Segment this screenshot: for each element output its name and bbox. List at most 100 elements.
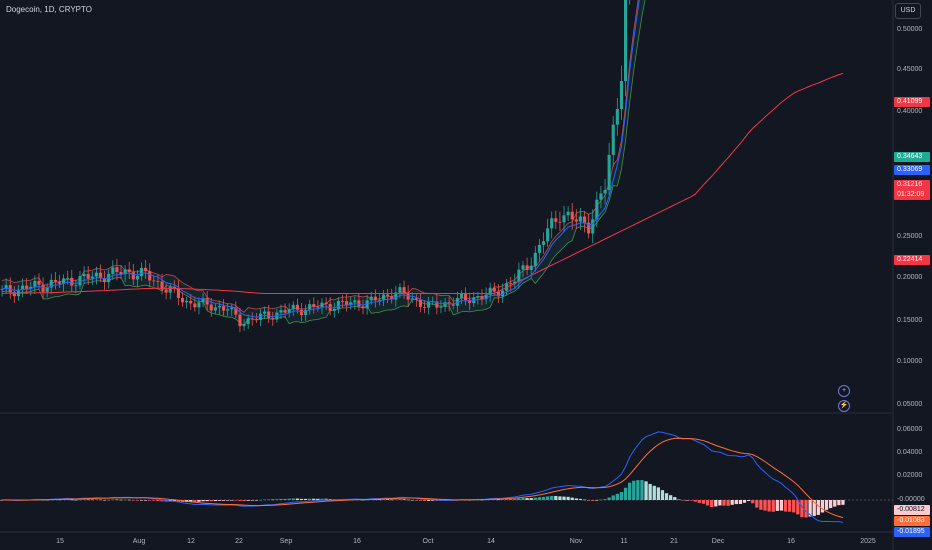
time-axis-label[interactable]: 15 bbox=[56, 538, 64, 545]
macd-histogram-bar bbox=[513, 498, 517, 500]
flash-icon[interactable]: ⚡ bbox=[838, 400, 850, 412]
macd-histogram-bar bbox=[123, 499, 127, 501]
macd-histogram-bar bbox=[230, 500, 234, 501]
price-axis-label[interactable]: 0.40000 bbox=[897, 108, 923, 115]
candle bbox=[578, 216, 582, 222]
macd-histogram-bar bbox=[677, 499, 681, 501]
time-axis-label[interactable]: Nov bbox=[569, 538, 583, 545]
candle bbox=[234, 307, 238, 315]
macd-histogram-bar bbox=[726, 500, 730, 506]
macd-histogram-bar bbox=[308, 498, 312, 500]
macd-histogram-bar bbox=[70, 499, 74, 501]
macd-axis-label[interactable]: 0.02000 bbox=[897, 472, 923, 479]
candle bbox=[94, 272, 98, 277]
time-axis-label[interactable]: 16 bbox=[353, 538, 361, 545]
candle bbox=[271, 317, 275, 320]
macd-histogram-bar bbox=[517, 498, 521, 500]
candle bbox=[562, 215, 566, 223]
candle bbox=[574, 219, 578, 222]
candle bbox=[599, 193, 603, 200]
macd-histogram-bar bbox=[558, 496, 562, 500]
candle bbox=[361, 306, 365, 309]
candle bbox=[615, 109, 619, 125]
macd-histogram-bar bbox=[267, 499, 271, 501]
macd-histogram-bar bbox=[119, 499, 123, 501]
macd-histogram-bar bbox=[86, 499, 90, 501]
candle bbox=[533, 252, 537, 266]
candle bbox=[205, 298, 209, 305]
time-axis-label[interactable]: 2025 bbox=[860, 538, 876, 545]
macd-histogram-bar bbox=[796, 500, 800, 515]
candle bbox=[201, 298, 205, 303]
price-axis-label[interactable]: 0.05000 bbox=[897, 401, 923, 408]
candle bbox=[595, 199, 599, 220]
macd-histogram-bar bbox=[258, 499, 263, 501]
candle bbox=[550, 218, 554, 229]
time-axis-label[interactable]: Aug bbox=[132, 538, 146, 545]
time-axis-label[interactable]: Sep bbox=[279, 538, 293, 545]
candle bbox=[267, 311, 271, 318]
macd-histogram-bar bbox=[271, 499, 275, 501]
macd-histogram-bar bbox=[669, 495, 673, 500]
candle bbox=[439, 306, 443, 308]
time-axis-label[interactable]: Dec bbox=[711, 538, 725, 545]
candle bbox=[246, 318, 250, 325]
candle bbox=[345, 301, 349, 306]
time-axis-label[interactable]: 11 bbox=[620, 538, 628, 545]
time-axis-label[interactable]: 16 bbox=[787, 538, 795, 545]
time-axis-label[interactable]: 22 bbox=[235, 538, 243, 545]
candle bbox=[299, 309, 304, 315]
price-axis-label[interactable]: 0.15000 bbox=[897, 317, 923, 324]
candle bbox=[418, 299, 423, 307]
time-axis-label[interactable]: 12 bbox=[187, 538, 195, 545]
price-axis-label[interactable]: 0.45000 bbox=[897, 66, 923, 73]
macd-histogram-bar bbox=[591, 500, 595, 501]
candle bbox=[500, 290, 505, 297]
currency-button[interactable]: USD bbox=[895, 3, 921, 19]
candle bbox=[221, 306, 226, 311]
time-axis-label[interactable]: 14 bbox=[487, 538, 495, 545]
macd-histogram-bar bbox=[570, 497, 574, 500]
macd-axis-label[interactable]: -0.00000 bbox=[897, 496, 925, 503]
macd-histogram-bar bbox=[545, 496, 550, 500]
macd-histogram-bar bbox=[254, 500, 259, 501]
macd-histogram-bar bbox=[648, 483, 652, 500]
time-axis-label[interactable]: Oct bbox=[422, 538, 434, 545]
signal-line bbox=[2, 437, 844, 519]
candle bbox=[62, 278, 66, 284]
time-axis-label[interactable]: 21 bbox=[670, 538, 678, 545]
candle bbox=[172, 286, 176, 288]
macd-histogram-bar bbox=[324, 498, 328, 500]
macd-histogram-bar bbox=[689, 500, 693, 501]
candle bbox=[492, 287, 496, 292]
candle bbox=[291, 304, 295, 310]
macd-histogram-bar bbox=[197, 500, 201, 502]
macd-histogram-bar bbox=[586, 500, 591, 501]
candle bbox=[238, 314, 242, 327]
candle bbox=[513, 281, 517, 284]
macd-histogram-bar bbox=[328, 499, 332, 500]
macd-histogram-bar bbox=[226, 500, 230, 501]
macd-histogram-bar bbox=[562, 496, 566, 500]
candle bbox=[250, 318, 254, 320]
candle bbox=[427, 301, 431, 308]
macd-histogram-bar bbox=[820, 500, 825, 513]
macd-axis-label[interactable]: 0.06000 bbox=[897, 426, 923, 433]
price-axis-label[interactable]: 0.25000 bbox=[897, 233, 923, 240]
price-axis-label[interactable]: 0.20000 bbox=[897, 274, 923, 281]
candle bbox=[312, 304, 316, 307]
candle bbox=[611, 124, 615, 155]
candle bbox=[127, 269, 131, 273]
candle bbox=[340, 301, 345, 302]
macd-axis-label[interactable]: 0.04000 bbox=[897, 449, 923, 456]
price-axis-label[interactable]: 0.10000 bbox=[897, 358, 923, 365]
price-axis-label[interactable]: 0.50000 bbox=[897, 26, 923, 33]
add-alert-icon[interactable]: + bbox=[838, 385, 850, 397]
macd-histogram-bar bbox=[402, 499, 406, 500]
symbol-title[interactable]: Dogecoin, 1D, CRYPTO bbox=[6, 5, 92, 14]
macd-histogram-bar bbox=[217, 500, 222, 501]
macd-histogram-bar bbox=[759, 500, 763, 510]
macd-histogram-bar bbox=[718, 500, 722, 506]
